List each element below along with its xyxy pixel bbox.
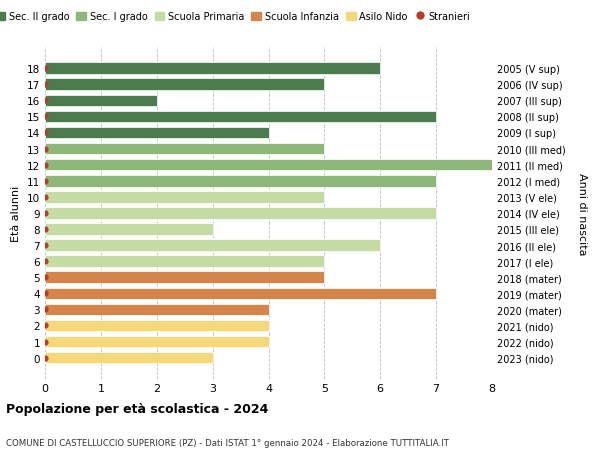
Y-axis label: Età alunni: Età alunni: [11, 185, 22, 241]
Legend: Sec. II grado, Sec. I grado, Scuola Primaria, Scuola Infanzia, Asilo Nido, Stran: Sec. II grado, Sec. I grado, Scuola Prim…: [0, 10, 472, 24]
Bar: [45, 175, 436, 187]
Bar: [45, 288, 436, 299]
Bar: [45, 79, 325, 91]
Bar: [45, 240, 380, 252]
Bar: [45, 352, 212, 364]
Bar: [45, 320, 269, 331]
Bar: [45, 144, 325, 155]
Text: Popolazione per età scolastica - 2024: Popolazione per età scolastica - 2024: [6, 403, 268, 415]
Bar: [45, 112, 436, 123]
Y-axis label: Anni di nascita: Anni di nascita: [577, 172, 587, 255]
Bar: [45, 336, 269, 347]
Bar: [45, 207, 436, 219]
Bar: [45, 128, 269, 139]
Bar: [45, 256, 325, 267]
Bar: [45, 160, 492, 171]
Bar: [45, 272, 325, 283]
Bar: [45, 304, 269, 315]
Text: COMUNE DI CASTELLUCCIO SUPERIORE (PZ) - Dati ISTAT 1° gennaio 2024 - Elaborazion: COMUNE DI CASTELLUCCIO SUPERIORE (PZ) - …: [6, 438, 449, 448]
Bar: [45, 63, 380, 75]
Bar: [45, 191, 325, 203]
Bar: [45, 95, 157, 107]
Bar: [45, 224, 212, 235]
